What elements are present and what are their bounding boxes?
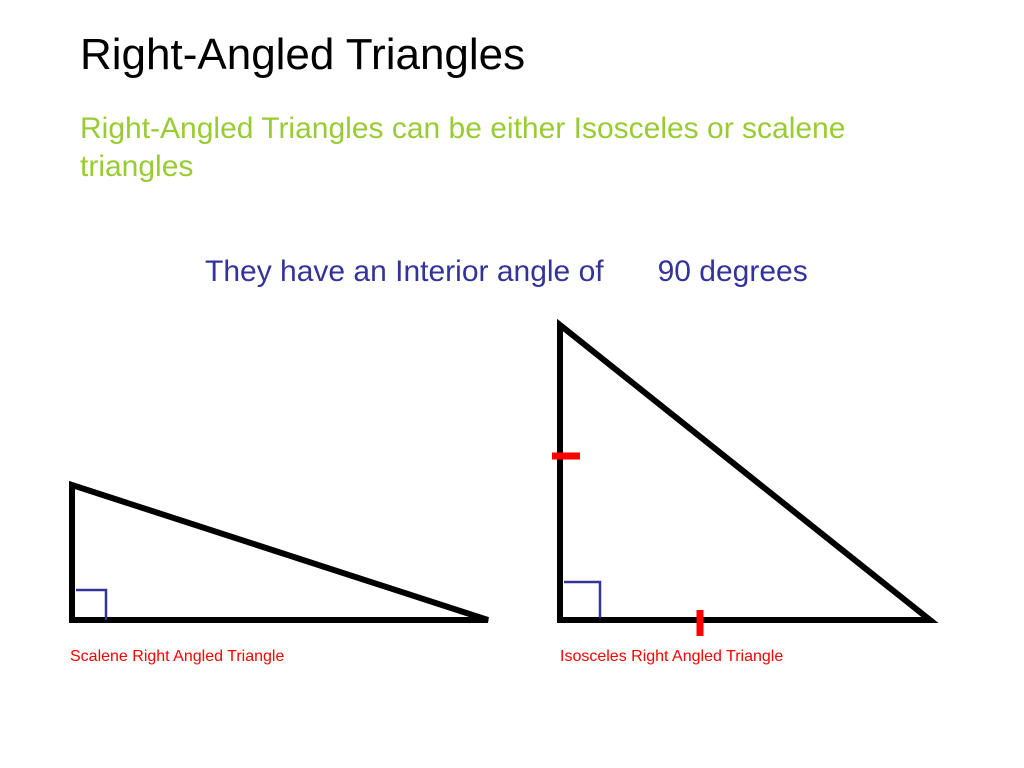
scalene-triangle [72,485,488,620]
isosceles-triangle [552,325,930,636]
scalene-caption: Scalene Right Angled Triangle [70,648,284,666]
isosceles-caption: Isosceles Right Angled Triangle [560,648,783,666]
